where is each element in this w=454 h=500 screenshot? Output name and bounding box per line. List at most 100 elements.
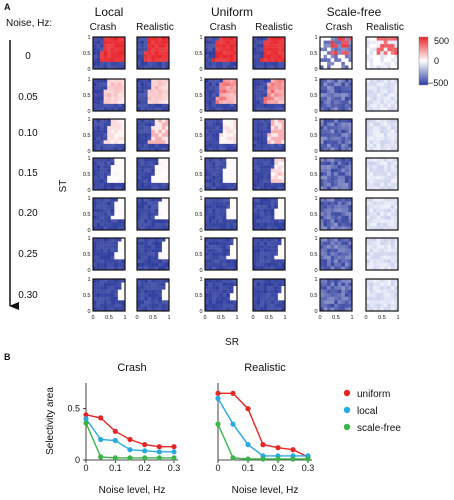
heatmap-cell	[140, 307, 145, 312]
heatmap-cell	[281, 40, 286, 45]
heatmap-cell	[323, 266, 328, 271]
heatmap-cell	[165, 182, 170, 187]
heatmap-cell	[376, 208, 381, 213]
heatmap-cell	[219, 205, 223, 209]
heatmap-cell	[323, 147, 328, 152]
heatmap-cell	[229, 226, 234, 231]
heatmap-cell	[233, 293, 238, 297]
heatmap-cell	[158, 82, 163, 87]
heatmap-cell	[100, 89, 104, 94]
heatmap-cell	[323, 37, 328, 41]
heatmap-cell	[226, 54, 231, 59]
heatmap-cell	[267, 147, 271, 152]
heatmap-cell	[226, 212, 231, 216]
heatmap-cell	[212, 262, 216, 267]
heatmap-cell	[147, 37, 152, 41]
heatmap-cell	[154, 51, 159, 55]
heatmap-cell	[320, 140, 324, 145]
heatmap-cell	[387, 133, 392, 137]
heatmap-cell	[226, 259, 231, 264]
heatmap-cell	[390, 61, 395, 66]
heatmap-uniform-realistic: 0 0.5 1	[251, 278, 287, 321]
heatmap-cell	[219, 252, 223, 256]
data-point	[156, 444, 162, 450]
heatmap-cell	[260, 198, 264, 202]
heatmap-cell	[151, 219, 155, 224]
heatmap-cell	[161, 208, 166, 213]
heatmap-cell	[253, 161, 257, 166]
heatmap-cell	[114, 179, 119, 184]
heatmap-cell	[334, 266, 338, 271]
heatmap-cell	[334, 168, 338, 173]
heatmap-cell	[165, 158, 170, 162]
heatmap-cell	[151, 296, 155, 301]
heatmap-cell	[253, 245, 257, 249]
heatmap-cell	[121, 140, 126, 145]
heatmap-cell	[366, 54, 370, 59]
heatmap-cell	[348, 119, 353, 123]
heatmap-cell	[226, 289, 231, 294]
heatmap-cell	[281, 89, 286, 94]
heatmap-cell	[107, 241, 111, 246]
heatmap-cell	[147, 201, 152, 206]
heatmap-cell	[366, 129, 370, 134]
heatmap-cell	[387, 241, 392, 246]
heatmap-cell	[212, 215, 216, 220]
heatmap-cell	[376, 96, 381, 101]
heatmap-cell	[327, 44, 331, 48]
heatmap-uniform-realistic	[252, 197, 286, 231]
heatmap-cell	[267, 172, 271, 176]
heatmap-cell	[151, 136, 155, 141]
heatmap-cell	[154, 122, 159, 127]
heatmap-cell	[151, 147, 155, 152]
heatmap-cell	[281, 241, 286, 246]
heatmap-cell	[344, 300, 349, 305]
heatmap-cell	[394, 37, 399, 41]
heatmap-cell	[373, 44, 377, 48]
noise-level-label: 0	[25, 51, 31, 62]
heatmap-cell	[212, 245, 216, 249]
heatmap-cell	[256, 54, 261, 59]
heatmap-cell	[103, 65, 108, 70]
heatmap-cell	[344, 222, 349, 227]
heatmap-cell	[263, 245, 268, 249]
heatmap-cell	[387, 37, 392, 41]
heatmap-cell	[348, 47, 353, 52]
heatmap-cell	[233, 161, 238, 166]
heatmap-cell	[107, 47, 111, 52]
heatmap-cell	[205, 172, 209, 176]
heatmap-cell	[140, 158, 145, 162]
heatmap-cell	[154, 93, 159, 97]
heatmap-cell	[229, 293, 234, 297]
heatmap-cell	[277, 107, 282, 112]
heatmap-cell	[323, 126, 328, 130]
heatmap-cell	[117, 165, 122, 169]
heatmap-local-crash: 10.50	[83, 35, 126, 73]
heatmap-cell	[103, 119, 108, 123]
heatmap-y-tick: 0	[87, 188, 90, 194]
heatmap-cell	[376, 201, 381, 206]
heatmap-cell	[121, 37, 126, 41]
heatmap-cell	[161, 100, 166, 105]
heatmap-cell	[219, 143, 223, 148]
heatmap-cell	[330, 44, 335, 48]
heatmap-cell	[212, 293, 216, 297]
heatmap-cell	[121, 147, 126, 152]
heatmap-cell	[341, 133, 346, 137]
heatmap-cell	[117, 51, 122, 55]
heatmap-cell	[154, 279, 159, 283]
heatmap-cell	[373, 259, 377, 264]
heatmap-cell	[260, 282, 264, 287]
heatmap-cell	[327, 222, 331, 227]
heatmap-cell	[383, 58, 388, 63]
heatmap-cell	[222, 93, 227, 97]
heatmap-cell	[208, 259, 213, 264]
heatmap-cell	[274, 51, 279, 55]
data-point	[112, 428, 118, 434]
heatmap-cell	[137, 175, 141, 180]
heatmap-cell	[117, 82, 122, 87]
heatmap-cell	[348, 82, 353, 87]
heatmap-cell	[337, 262, 342, 267]
heatmap-y-tick: 0	[314, 109, 317, 115]
heatmap-cell	[107, 182, 111, 187]
